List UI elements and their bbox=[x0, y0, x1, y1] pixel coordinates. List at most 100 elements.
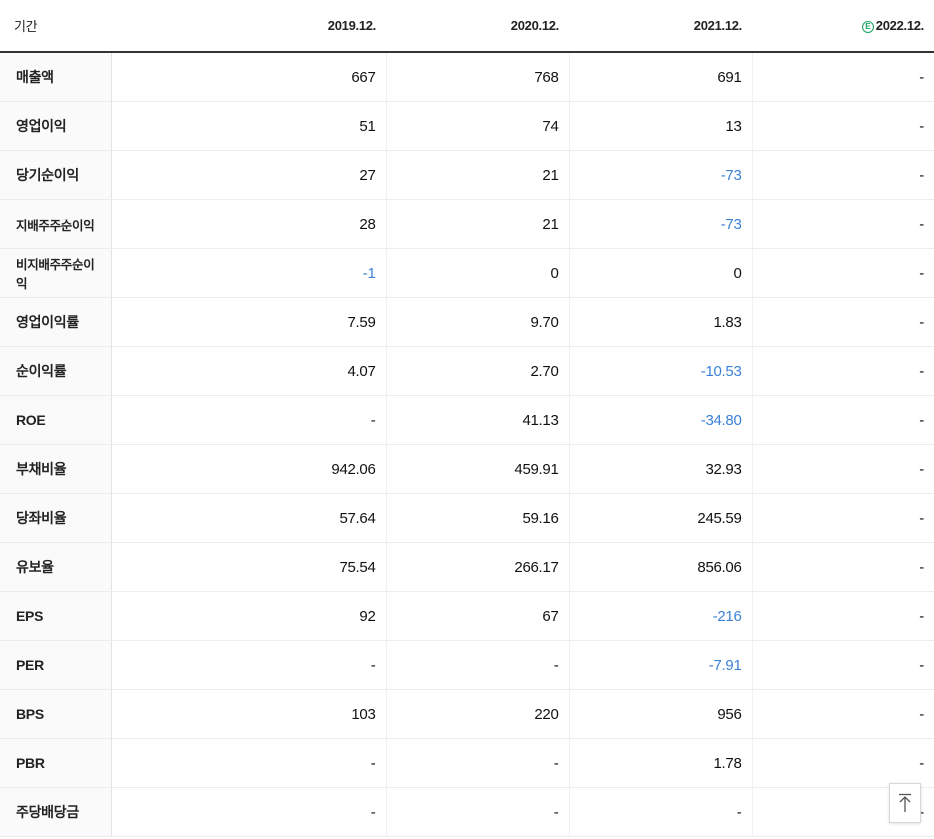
value-cell: - bbox=[751, 444, 934, 494]
scroll-to-top-button[interactable] bbox=[889, 783, 921, 823]
estimate-icon: E bbox=[861, 21, 874, 33]
value-cell: 245.59 bbox=[568, 493, 752, 543]
value-cell: 956 bbox=[568, 689, 752, 739]
row-label: 비지배주주순이익 bbox=[0, 248, 112, 298]
value-cell: 59.16 bbox=[385, 493, 569, 543]
value-cell: - bbox=[751, 591, 934, 641]
value-cell: 74 bbox=[385, 101, 569, 151]
value-cell: -73 bbox=[568, 150, 752, 200]
column-header-2019: 2019.12. bbox=[111, 0, 386, 53]
value-cell: - bbox=[751, 297, 934, 347]
value-cell: 92 bbox=[110, 591, 386, 641]
table-row: 당기순이익 27 21 -73- bbox=[0, 150, 934, 200]
row-label: BPS bbox=[0, 689, 112, 739]
value-cell: - bbox=[110, 395, 386, 445]
row-label: 순이익률 bbox=[0, 346, 112, 396]
table-row: 영업이익률 7.59 9.70 1.83- bbox=[0, 297, 934, 347]
value-cell: 21 bbox=[385, 199, 569, 249]
value-cell: 32.93 bbox=[568, 444, 752, 494]
table-body: 매출액 667 768 691- 영업이익 51 74 13- 당기순이익 27 21 -73- 지배주… bbox=[0, 52, 934, 837]
table-row: 순이익률 4.07 2.70 -10.53- bbox=[0, 346, 934, 396]
value-cell: 75.54 bbox=[110, 542, 386, 592]
value-cell: - bbox=[751, 542, 934, 592]
value-cell: - bbox=[751, 395, 934, 445]
header-row: 기간 2019.12. 2020.12. 2021.12. E 2022.12. bbox=[0, 0, 934, 53]
row-label: ROE bbox=[0, 395, 112, 445]
table-row: 주당배당금 - - - - bbox=[0, 787, 934, 837]
table-row: 비지배주주순이익 -1 0 0- bbox=[0, 248, 934, 298]
value-cell: 1.83 bbox=[568, 297, 752, 347]
value-cell: 103 bbox=[110, 689, 386, 739]
value-cell: -1 bbox=[110, 248, 386, 298]
value-cell: -216 bbox=[568, 591, 752, 641]
value-cell: 266.17 bbox=[385, 542, 569, 592]
value-cell: 856.06 bbox=[568, 542, 752, 592]
table-header: 기간 2019.12. 2020.12. 2021.12. E 2022.12. bbox=[0, 0, 934, 53]
row-label: 지배주주순이익 bbox=[0, 199, 112, 249]
value-cell: - bbox=[751, 52, 934, 102]
table-row: PBR - -1.78- bbox=[0, 738, 934, 788]
value-cell: - bbox=[110, 787, 386, 837]
value-cell: - bbox=[751, 199, 934, 249]
value-cell: 0 bbox=[568, 248, 752, 298]
row-label: 매출액 bbox=[0, 52, 112, 102]
row-label: 영업이익률 bbox=[0, 297, 112, 347]
table-row: 지배주주순이익 28 21 -73- bbox=[0, 199, 934, 249]
column-header-2020: 2020.12. bbox=[386, 0, 569, 53]
value-cell: 27 bbox=[110, 150, 386, 200]
column-header-2021: 2021.12. bbox=[569, 0, 752, 53]
column-header-2022-label: 2022.12. bbox=[875, 18, 925, 33]
value-cell: -73 bbox=[568, 199, 752, 249]
column-header-2022: E 2022.12. bbox=[752, 0, 934, 53]
value-cell: - bbox=[385, 640, 569, 690]
value-cell: - bbox=[751, 493, 934, 543]
row-label: 주당배당금 bbox=[0, 787, 112, 837]
value-cell: - bbox=[385, 787, 569, 837]
row-label: 유보율 bbox=[0, 542, 112, 592]
value-cell: 28 bbox=[110, 199, 386, 249]
value-cell: - bbox=[751, 248, 934, 298]
table-row: 영업이익 51 74 13- bbox=[0, 101, 934, 151]
table-row: BPS 103 220 956- bbox=[0, 689, 934, 739]
value-cell: 7.59 bbox=[110, 297, 386, 347]
table-row: 부채비율 942.06 459.91 32.93- bbox=[0, 444, 934, 494]
value-cell: - bbox=[751, 640, 934, 690]
table-row: 유보율 75.54 266.17 856.06- bbox=[0, 542, 934, 592]
value-cell: 768 bbox=[385, 52, 569, 102]
value-cell: - bbox=[751, 346, 934, 396]
row-label: 부채비율 bbox=[0, 444, 112, 494]
value-cell: 220 bbox=[385, 689, 569, 739]
period-label: 기간 bbox=[0, 0, 111, 53]
row-label: 영업이익 bbox=[0, 101, 112, 151]
value-cell: -10.53 bbox=[568, 346, 752, 396]
value-cell: 13 bbox=[568, 101, 752, 151]
value-cell: 51 bbox=[110, 101, 386, 151]
table-row: 매출액 667 768 691- bbox=[0, 52, 934, 102]
value-cell: - bbox=[110, 640, 386, 690]
value-cell: 459.91 bbox=[385, 444, 569, 494]
value-cell: - bbox=[751, 689, 934, 739]
value-cell: -7.91 bbox=[568, 640, 752, 690]
table-row: 당좌비율 57.64 59.16 245.59- bbox=[0, 493, 934, 543]
value-cell: - bbox=[110, 738, 386, 788]
value-cell: - bbox=[385, 738, 569, 788]
value-cell: 942.06 bbox=[110, 444, 386, 494]
row-label: 당좌비율 bbox=[0, 493, 112, 543]
value-cell: - bbox=[568, 787, 752, 837]
row-label: 당기순이익 bbox=[0, 150, 112, 200]
value-cell: - bbox=[751, 738, 934, 788]
row-label: EPS bbox=[0, 591, 112, 641]
value-cell: 1.78 bbox=[568, 738, 752, 788]
table-row: PER - - -7.91- bbox=[0, 640, 934, 690]
table-row: ROE -41.13 -34.80- bbox=[0, 395, 934, 445]
row-label: PBR bbox=[0, 738, 112, 788]
row-label: PER bbox=[0, 640, 112, 690]
value-cell: 67 bbox=[385, 591, 569, 641]
value-cell: 21 bbox=[385, 150, 569, 200]
value-cell: 41.13 bbox=[385, 395, 569, 445]
value-cell: - bbox=[751, 150, 934, 200]
value-cell: 4.07 bbox=[110, 346, 386, 396]
value-cell: 0 bbox=[385, 248, 569, 298]
